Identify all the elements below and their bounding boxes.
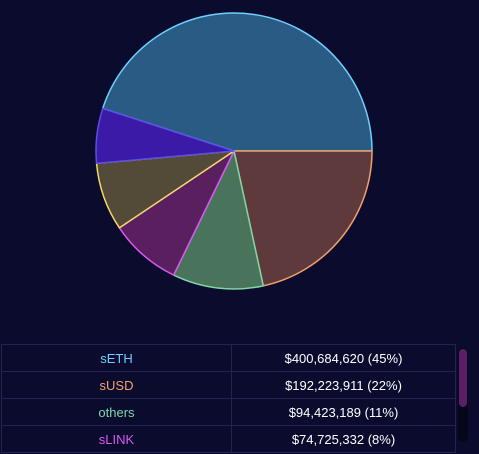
pie-slice-sUSD[interactable] bbox=[233, 150, 373, 287]
pie-chart bbox=[95, 12, 373, 290]
legend-label: sLINK bbox=[1, 425, 232, 453]
legend-row[interactable]: sUSD $192,223,911 (22%) bbox=[1, 371, 456, 399]
legend-row[interactable]: sLINK $74,725,332 (8%) bbox=[1, 425, 456, 453]
legend-table: sETH $400,684,620 (45%) sUSD $192,223,911 (… bbox=[1, 344, 456, 453]
legend-row[interactable]: others $94,423,189 (11%) bbox=[1, 398, 456, 426]
pie-slice-unlabeled-5[interactable] bbox=[95, 107, 235, 165]
legend-row[interactable]: sETH $400,684,620 (45%) bbox=[1, 344, 456, 372]
pie-slice-sETH[interactable] bbox=[101, 12, 373, 152]
legend-value: $74,725,332 (8%) bbox=[231, 425, 456, 453]
legend-label: sUSD bbox=[1, 371, 232, 399]
legend-label: others bbox=[1, 398, 232, 426]
scrollbar-thumb[interactable] bbox=[459, 349, 467, 407]
legend-label: sETH bbox=[1, 344, 232, 372]
legend-value: $192,223,911 (22%) bbox=[231, 371, 456, 399]
legend-value: $400,684,620 (45%) bbox=[231, 344, 456, 372]
legend-value: $94,423,189 (11%) bbox=[231, 398, 456, 426]
pie-slice-others[interactable] bbox=[172, 150, 265, 290]
